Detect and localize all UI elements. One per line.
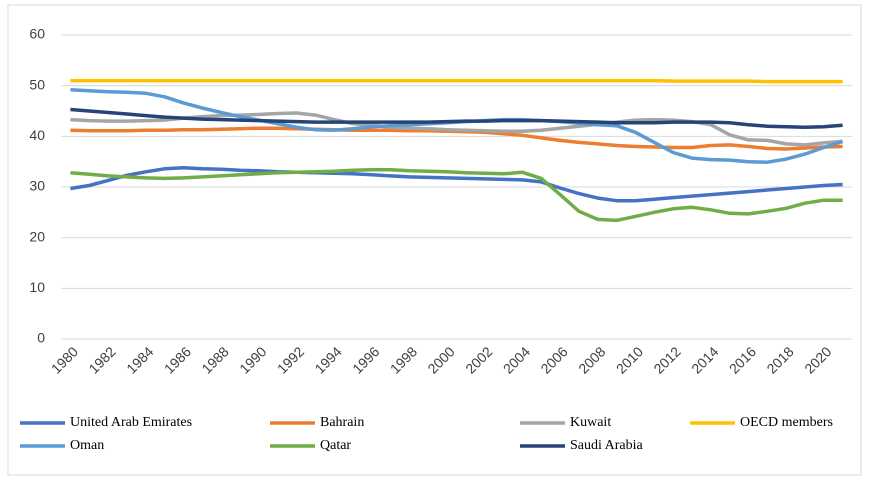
- legend-label: Oman: [70, 438, 104, 453]
- legend-label: OECD members: [740, 415, 833, 430]
- y-tick-label: 0: [37, 330, 45, 346]
- series-line: [70, 78, 843, 84]
- series-line: [70, 165, 843, 203]
- series-line: [70, 111, 843, 147]
- y-tick-label: 50: [29, 76, 45, 92]
- legend-label: Bahrain: [320, 415, 364, 430]
- y-tick-label: 40: [29, 127, 45, 143]
- legend-label: Qatar: [320, 438, 351, 453]
- legend-label: Kuwait: [570, 415, 611, 430]
- series-line: [70, 168, 843, 223]
- chart-border: [7, 4, 862, 476]
- y-tick-label: 60: [29, 26, 45, 42]
- y-tick-label: 30: [29, 178, 45, 194]
- series-line: [70, 107, 843, 129]
- legend-label: Saudi Arabia: [570, 438, 643, 453]
- y-tick-label: 20: [29, 228, 45, 244]
- y-tick-label: 10: [29, 279, 45, 295]
- legend-label: United Arab Emirates: [70, 415, 192, 430]
